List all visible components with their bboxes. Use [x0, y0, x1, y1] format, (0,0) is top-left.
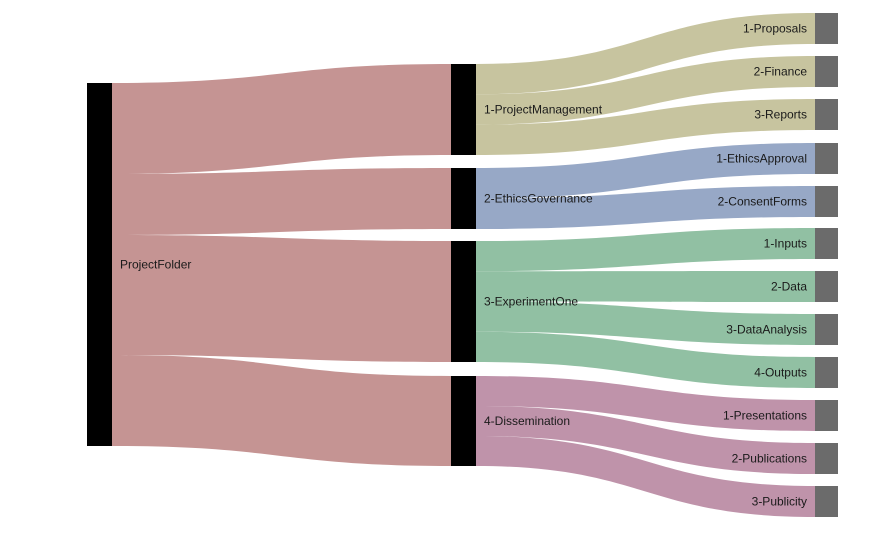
node-ex[interactable] [451, 241, 476, 362]
link-ex-to-ex4 [476, 331, 815, 388]
link-root-to-pm [112, 64, 451, 174]
link-ex-to-ex1 [476, 228, 815, 272]
node-label-eg1: 1-EthicsApproval [716, 152, 807, 166]
node-ex3[interactable] [815, 314, 838, 345]
node-label-ex1: 1-Inputs [764, 237, 807, 251]
nodes [87, 13, 838, 517]
link-eg-to-eg2 [476, 186, 815, 229]
node-ds3[interactable] [815, 486, 838, 517]
node-label-ds1: 1-Presentations [723, 409, 807, 423]
link-ds-to-ds3 [476, 436, 815, 517]
link-pm-to-pm2 [476, 56, 815, 125]
node-label-eg: 2-EthicsGovernance [484, 192, 593, 206]
node-ex4[interactable] [815, 357, 838, 388]
node-eg2[interactable] [815, 186, 838, 217]
node-ex2[interactable] [815, 271, 838, 302]
node-ds[interactable] [451, 376, 476, 466]
node-ds2[interactable] [815, 443, 838, 474]
node-label-ex: 3-ExperimentOne [484, 295, 578, 309]
node-label-pm2: 2-Finance [754, 65, 808, 79]
node-eg[interactable] [451, 168, 476, 229]
labels: ProjectFolder 1-ProjectManagement 2-Ethics… [120, 22, 807, 509]
node-label-pm1: 1-Proposals [743, 22, 807, 36]
node-eg1[interactable] [815, 143, 838, 174]
node-root[interactable] [87, 83, 112, 446]
node-label-ex4: 4-Outputs [754, 366, 807, 380]
node-pm2[interactable] [815, 56, 838, 87]
node-pm1[interactable] [815, 13, 838, 44]
node-pm[interactable] [451, 64, 476, 155]
link-eg-to-eg1 [476, 143, 815, 199]
node-label-ds3: 3-Publicity [752, 495, 807, 509]
node-label-root: ProjectFolder [120, 258, 191, 272]
link-pm-to-pm1 [476, 13, 815, 95]
node-ds1[interactable] [815, 400, 838, 431]
node-ex1[interactable] [815, 228, 838, 259]
node-pm3[interactable] [815, 99, 838, 130]
node-label-ds: 4-Dissemination [484, 414, 570, 428]
link-ex-to-ex3 [476, 301, 815, 345]
link-root-to-ex [112, 235, 451, 362]
root-links [112, 64, 451, 466]
link-ds-to-ds1 [476, 376, 815, 431]
link-root-to-ds [112, 355, 451, 466]
node-label-eg2: 2-ConsentForms [718, 195, 807, 209]
link-ds-to-ds2 [476, 406, 815, 474]
leaf-links [476, 13, 815, 517]
link-pm-to-pm3 [476, 99, 815, 155]
node-label-pm: 1-ProjectManagement [484, 103, 603, 117]
node-label-ex2: 2-Data [771, 280, 807, 294]
link-root-to-eg [112, 168, 451, 235]
node-label-pm3: 3-Reports [754, 108, 807, 122]
node-label-ex3: 3-DataAnalysis [726, 323, 807, 337]
link-ex-to-ex2 [476, 271, 815, 302]
node-label-ds2: 2-Publications [732, 452, 807, 466]
